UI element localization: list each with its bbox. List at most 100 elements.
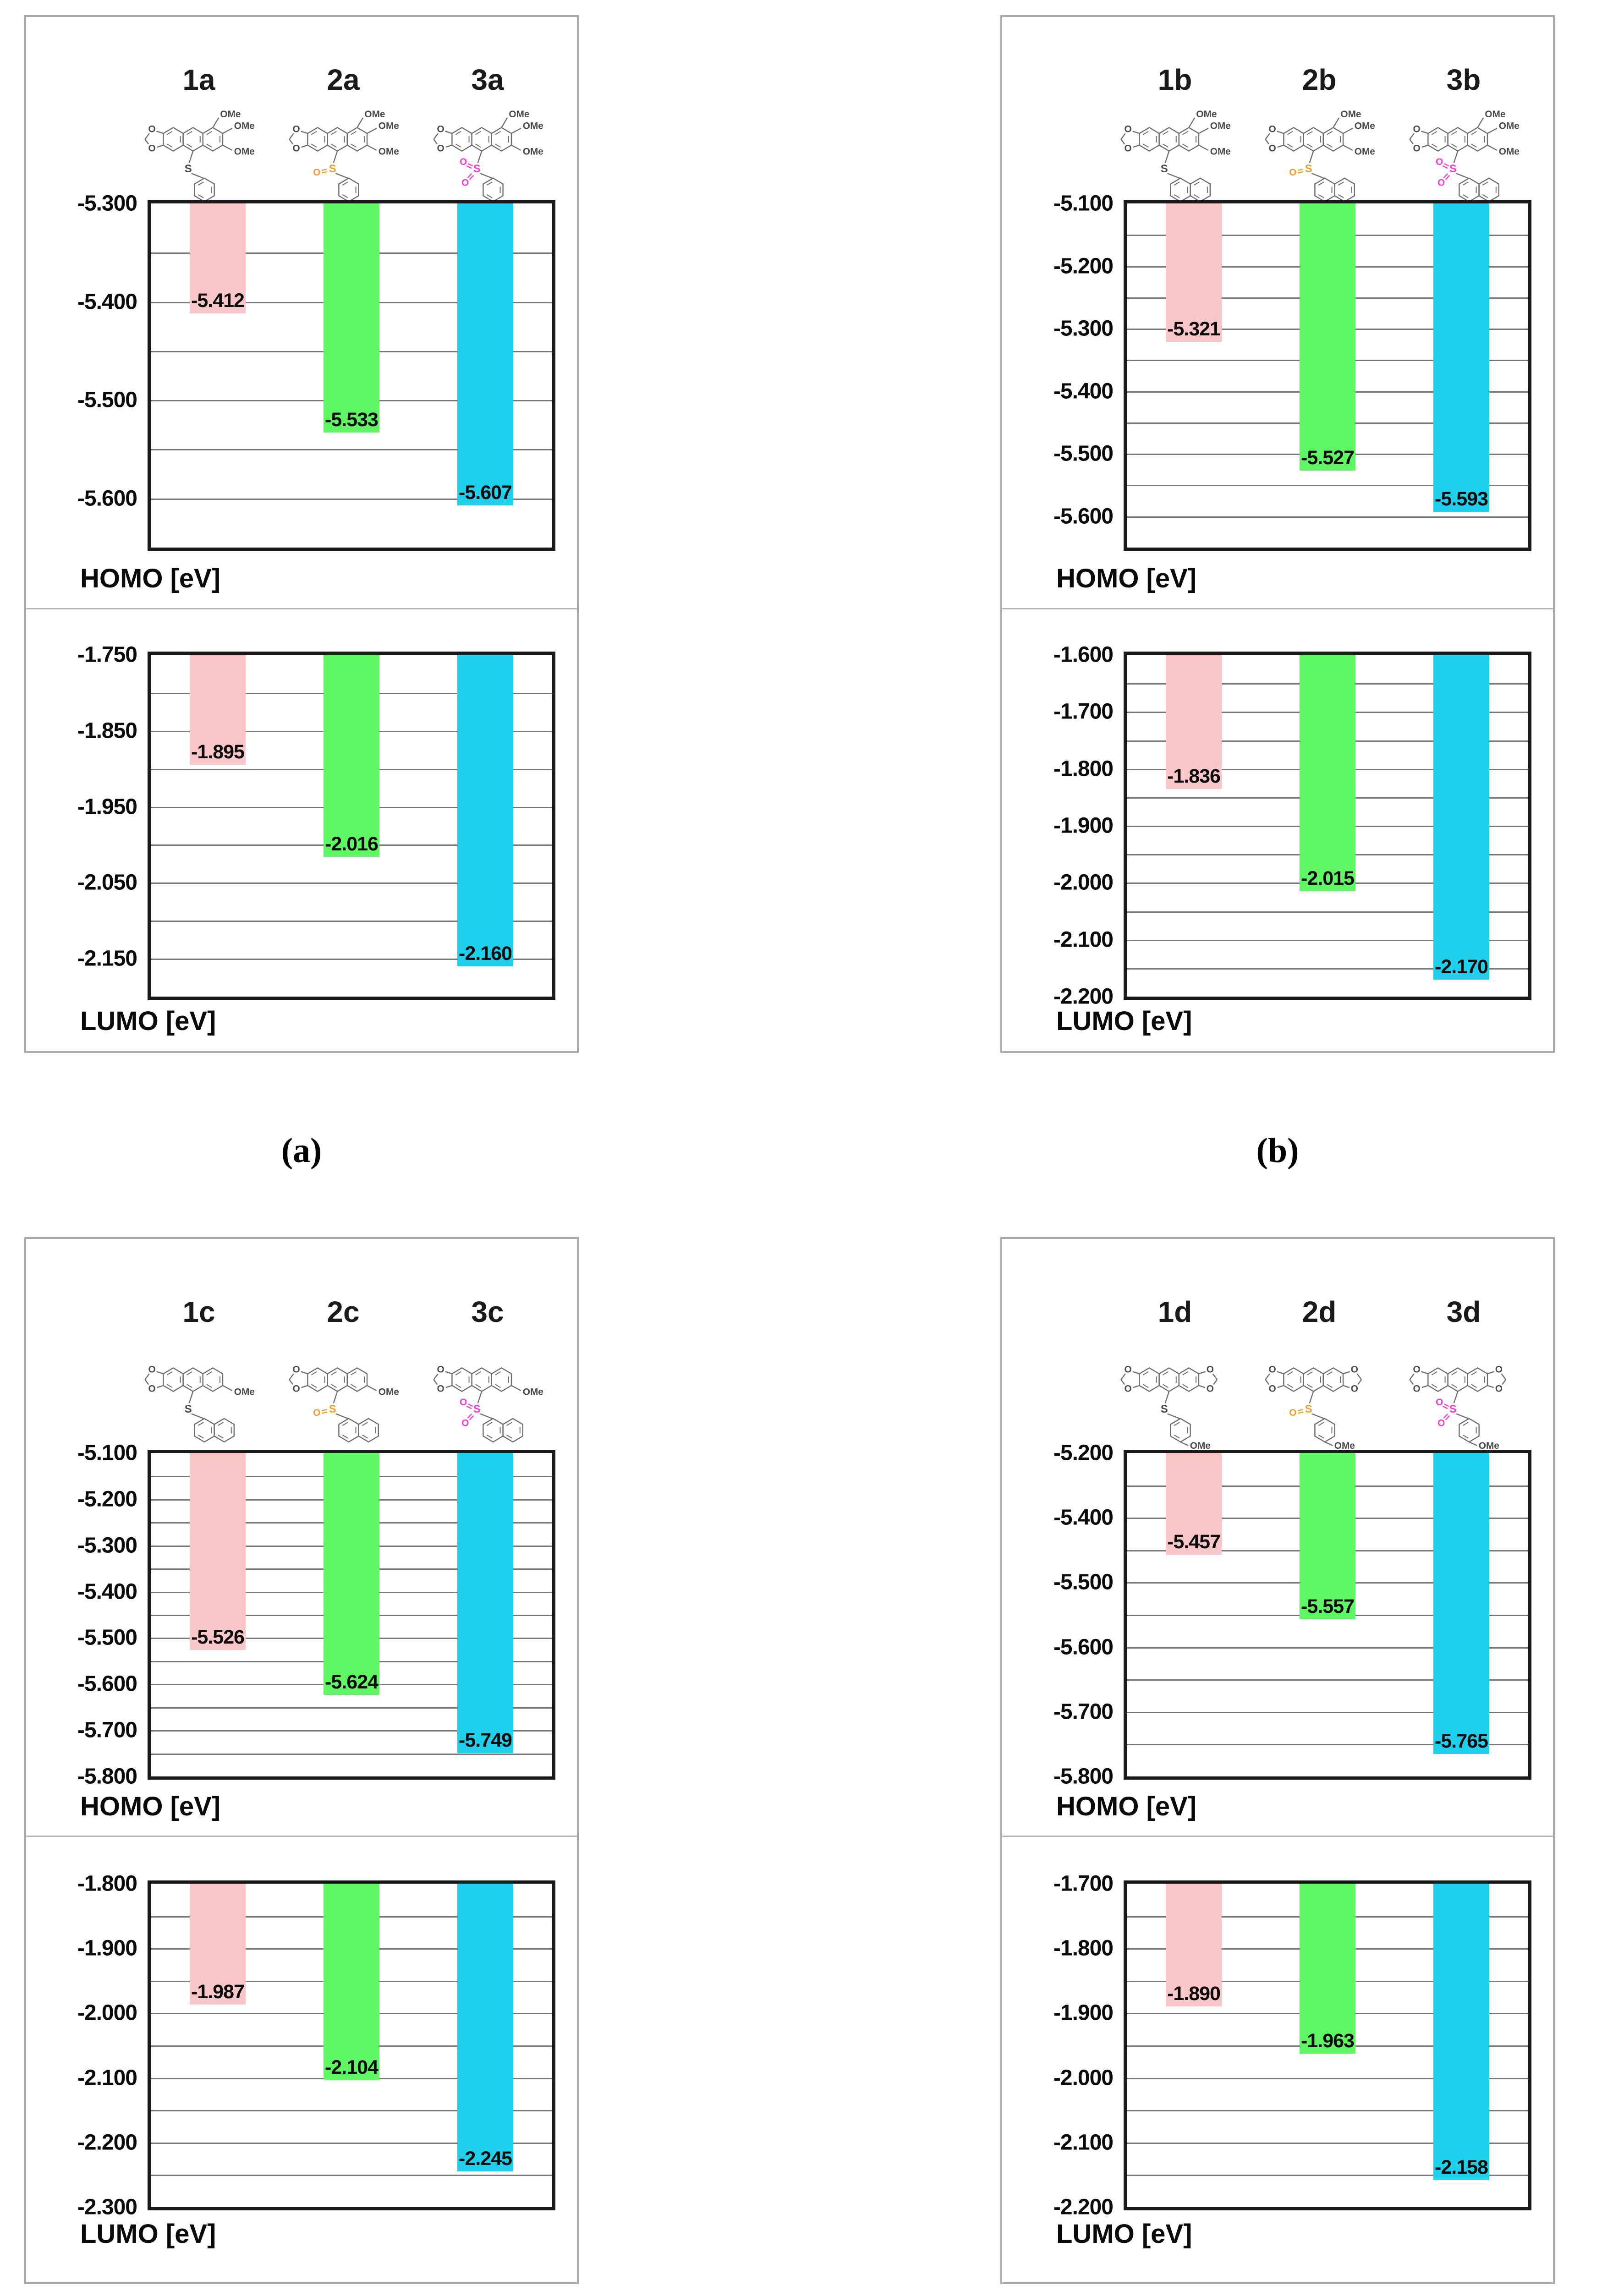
bar-value-label-2d: -1.963 (1301, 2030, 1355, 2052)
bar-value-label-3d: -2.158 (1435, 2156, 1488, 2178)
lumo-chart-b: -1.836 -2.015 -2.170 -1.600 -1.700 -1.800 -1.… (1002, 643, 1553, 1009)
svg-text:O: O (1413, 1365, 1421, 1375)
svg-text:S: S (1449, 163, 1457, 175)
svg-text:O: O (461, 1418, 469, 1429)
bar-value-label-2a: -2.016 (325, 833, 379, 855)
y-axis-tick-label: -1.600 (1053, 642, 1114, 667)
svg-text:O: O (148, 124, 156, 135)
svg-text:S: S (473, 1403, 481, 1415)
svg-text:OMe: OMe (523, 147, 543, 157)
compound-label-2c: 2c (327, 1295, 360, 1328)
svg-text:OMe: OMe (1485, 109, 1505, 120)
gridline (1127, 2142, 1528, 2144)
bar-2d (1300, 1453, 1355, 1619)
panel-d: 1d 2d 3d O O O O S OMe O O O O S O OMe O O O O S O O OMe -… (1000, 1237, 1555, 2284)
compound-label-3d: 3d (1446, 1295, 1481, 1328)
bar-2a (324, 655, 379, 857)
lumo-axis-title-c: LUMO [eV] (80, 2219, 216, 2249)
bar-1a (190, 203, 246, 314)
compound-label-2b: 2b (1302, 63, 1337, 96)
bar-3c (457, 1884, 513, 2172)
svg-text:O: O (1413, 124, 1421, 135)
bar-value-label-1d: -1.890 (1167, 1983, 1221, 2005)
bar-value-label-1c: -5.526 (191, 1626, 245, 1648)
bar-value-label-1a: -5.412 (191, 290, 245, 312)
gridline (1127, 485, 1528, 487)
homo-plot-b: -5.321 -5.527 -5.593 (1124, 200, 1531, 551)
compound-label-3b: 3b (1446, 63, 1481, 96)
y-axis-tick-label: -5.600 (77, 1672, 137, 1696)
svg-text:S: S (1161, 1403, 1168, 1415)
homo-chart-c: -5.526 -5.624 -5.749 -5.100 -5.200 -5.300 -5.… (26, 1441, 577, 1789)
y-axis-tick-label: -2.100 (1053, 927, 1114, 952)
y-axis-tick-label: -1.700 (1053, 1871, 1114, 1896)
bar-value-label-1b: -5.321 (1167, 318, 1221, 340)
y-axis-tick-label: -5.600 (1053, 504, 1114, 529)
y-axis-tick-label: -5.200 (77, 1487, 137, 1512)
bar-value-label-3d: -5.765 (1435, 1730, 1488, 1752)
svg-text:S: S (185, 1403, 192, 1415)
panel-divider-d (1002, 1836, 1553, 1837)
svg-text:S: S (1305, 163, 1312, 175)
y-axis-tick-label: -2.150 (77, 946, 137, 971)
bar-1b (1166, 655, 1222, 789)
svg-text:O: O (460, 157, 467, 167)
svg-text:S: S (1305, 1403, 1312, 1415)
compound-label-1d: 1d (1158, 1295, 1192, 1328)
bar-1b (1166, 203, 1222, 342)
svg-text:O: O (437, 143, 444, 153)
y-axis-tick-label: -1.800 (1053, 1936, 1114, 1961)
svg-text:O: O (1125, 1365, 1132, 1375)
bar-value-label-3c: -2.245 (459, 2148, 512, 2170)
bar-3a (457, 655, 513, 966)
gridline (1127, 1744, 1528, 1746)
svg-text:O: O (1413, 1383, 1421, 1394)
lumo-axis-title-d: LUMO [eV] (1056, 2219, 1192, 2249)
y-axis-tick-label: -2.200 (1053, 2195, 1114, 2220)
gridline (1127, 2077, 1528, 2079)
homo-axis-title-c: HOMO [eV] (80, 1792, 221, 1821)
svg-text:O: O (313, 167, 320, 178)
svg-text:O: O (1495, 1365, 1503, 1375)
gridline (151, 1707, 552, 1709)
svg-text:OMe: OMe (379, 147, 399, 157)
svg-text:S: S (185, 163, 192, 175)
lumo-plot-a: -1.895 -2.016 -2.160 (148, 652, 555, 1000)
svg-text:O: O (1495, 1383, 1503, 1394)
y-axis-tick-label: -5.500 (1053, 441, 1114, 466)
y-axis-tick-label: -5.700 (77, 1718, 137, 1743)
y-axis-tick-label: -1.900 (1053, 2001, 1114, 2025)
svg-text:OMe: OMe (234, 121, 255, 132)
caption-a: (a) (281, 1131, 322, 1170)
svg-text:O: O (1207, 1383, 1214, 1394)
compound-label-3c: 3c (471, 1295, 504, 1328)
compound-label-2a: 2a (327, 63, 360, 96)
y-axis-tick-label: -5.200 (1053, 1441, 1114, 1465)
svg-text:O: O (461, 178, 469, 188)
bar-2d (1300, 1884, 1355, 2054)
svg-text:O: O (1437, 1418, 1445, 1429)
y-axis-tick-label: -2.100 (1053, 2130, 1114, 2155)
bar-1d (1166, 1453, 1222, 1555)
y-axis-tick-label: -5.400 (77, 290, 137, 314)
y-axis-tick-label: -2.100 (77, 2066, 137, 2090)
bar-1c (190, 1453, 246, 1650)
bar-value-label-3a: -5.607 (459, 481, 512, 504)
gridline (1127, 2175, 1528, 2176)
y-axis-tick-label: -2.000 (1053, 2066, 1114, 2090)
gridline (151, 1730, 552, 1732)
gridline (151, 921, 552, 922)
bar-3d (1433, 1453, 1489, 1754)
svg-text:O: O (293, 124, 300, 135)
bar-2b (1300, 203, 1355, 471)
svg-text:O: O (1351, 1383, 1358, 1394)
svg-text:O: O (1351, 1365, 1358, 1375)
y-axis-tick-label: -1.900 (77, 1936, 137, 1961)
svg-text:O: O (148, 1365, 156, 1375)
svg-text:OMe: OMe (509, 109, 529, 120)
y-axis-tick-label: -1.950 (77, 795, 137, 819)
lumo-axis-title-a: LUMO [eV] (80, 1006, 216, 1036)
gridline (151, 959, 552, 960)
